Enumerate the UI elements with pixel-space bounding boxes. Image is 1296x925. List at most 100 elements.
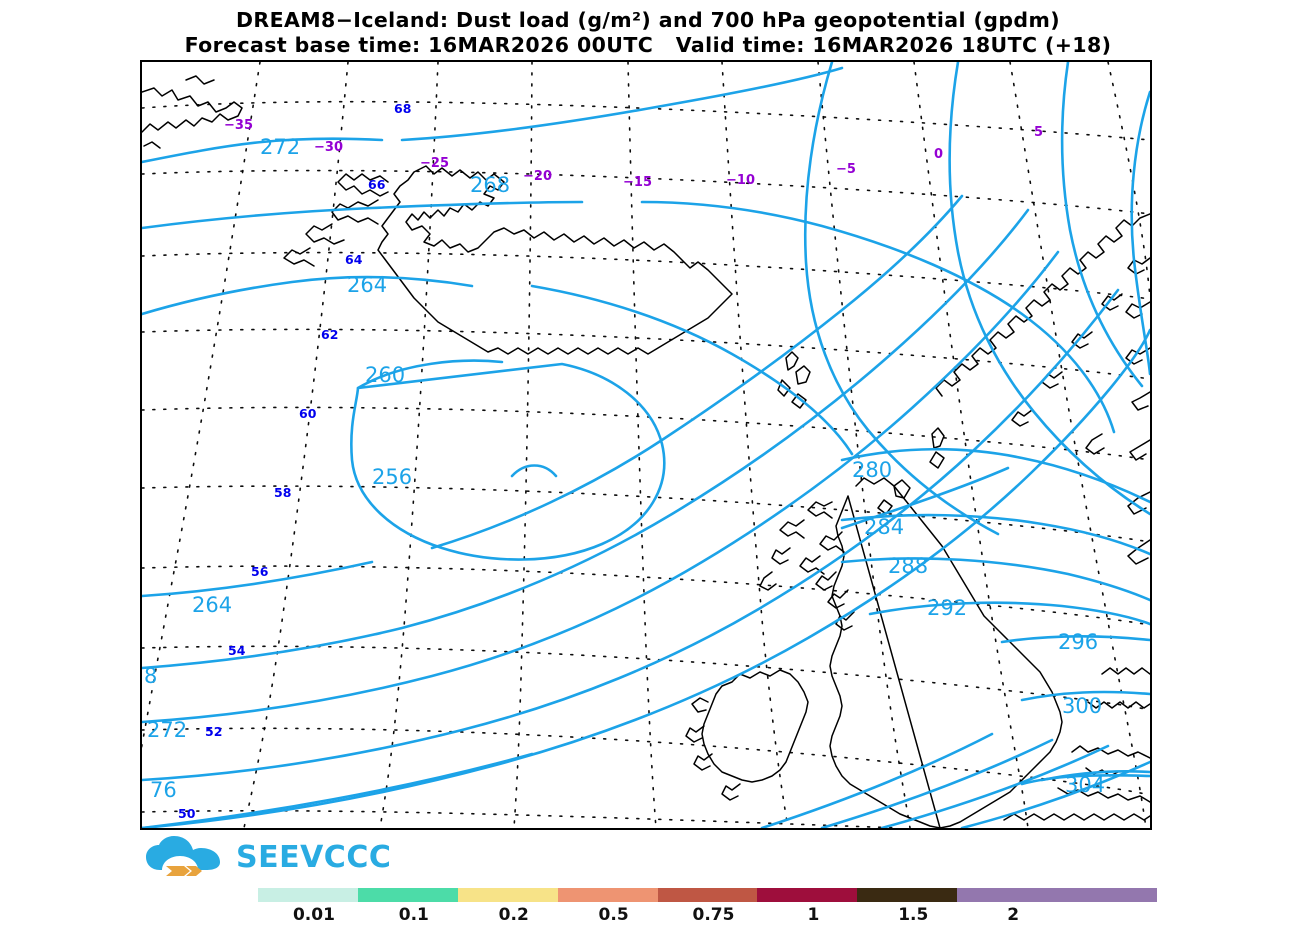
contour-ne-1 [803, 62, 1000, 536]
logo-text: SEEVCCC [236, 839, 392, 875]
seevccc-logo: SEEVCCC [146, 836, 391, 878]
arrow-icon-second [186, 866, 202, 876]
colorbar-segment [1057, 888, 1158, 902]
lat-label: 64 [345, 252, 363, 267]
colorbar-tick-label: 0.01 [292, 905, 335, 925]
lon-label: 5 [1034, 125, 1044, 140]
contour-label: 76 [150, 778, 177, 802]
colorbar-segment [657, 888, 758, 902]
page-title: DREAM8−Iceland: Dust load (g/m²) and 700… [235, 8, 1060, 32]
contour-label: 272 [260, 135, 301, 159]
colorbar-gradient [258, 888, 1158, 902]
geopotential-contours [142, 62, 1150, 828]
contour-label: 292 [927, 596, 968, 620]
colorbar-segment [957, 888, 1058, 902]
colorbar-segment [857, 888, 958, 902]
contour-256 [510, 464, 558, 478]
colorbar-segment [258, 888, 358, 902]
graticule-latitudes [142, 100, 1150, 828]
contour-272-north [142, 137, 384, 164]
contour-label: 284 [864, 515, 905, 539]
lat-label: 66 [368, 177, 386, 192]
contour-ne-2 [948, 62, 1150, 516]
lat-label: 60 [299, 406, 317, 421]
contour-292 [820, 738, 1054, 828]
colorbar-tick-label: 0.2 [498, 905, 529, 925]
map-graphics [142, 62, 1150, 828]
contour-280-uk [840, 447, 1150, 504]
colorbar-segment [457, 888, 558, 902]
contour-label: 280 [852, 458, 893, 482]
colorbar-tick-label: 0.1 [398, 905, 429, 925]
coastline-iceland [377, 165, 733, 355]
contour-label: 256 [372, 465, 413, 489]
colorbar-segment [757, 888, 858, 902]
contour-260 [356, 359, 504, 390]
contour-284 [142, 752, 534, 828]
contour-304b [1020, 773, 1150, 786]
contour-268 [142, 200, 584, 230]
map-panel: −35 −30 −25 −20 −15 −10 −5 0 5 68 66 64 62 60 58 56 54 5… [140, 60, 1152, 830]
contour-label: 264 [347, 273, 388, 297]
contour-label: 260 [365, 363, 406, 387]
lat-label: 62 [321, 327, 339, 342]
lat-label: 54 [228, 643, 246, 658]
colorbar-tick-label: 2 [1007, 905, 1020, 925]
lon-label: −10 [726, 173, 755, 188]
coastline-norway [935, 213, 1150, 397]
lon-label: −25 [420, 156, 449, 171]
contour-268-south [142, 208, 1030, 670]
lon-label: −15 [623, 175, 652, 190]
contour-label: 268 [470, 173, 511, 197]
coastline-denmark [1101, 667, 1150, 675]
lon-label: −20 [523, 169, 552, 184]
coastline-shetland [931, 427, 945, 449]
arrow-icon [166, 866, 190, 876]
lon-label: −35 [224, 118, 253, 133]
lon-label: −5 [836, 162, 856, 177]
colorbar-tick-label: 1.5 [898, 905, 929, 925]
contour-276 [142, 288, 1120, 782]
graticule-longitudes [142, 62, 1150, 828]
lon-label: 0 [934, 147, 944, 162]
contour-label: 272 [147, 718, 188, 742]
lat-label: 56 [251, 564, 269, 579]
contour-label: 288 [888, 554, 929, 578]
chart-title-block: DREAM8−Iceland: Dust load (g/m²) and 700… [0, 8, 1296, 58]
contour-272-south [142, 250, 1060, 724]
colorbar: 0.01 0.1 0.2 0.5 0.75 1 1.5 2 [258, 888, 1158, 925]
contour-288 [760, 732, 994, 828]
colorbar-tick-label: 0.5 [598, 905, 629, 925]
lat-label: 50 [178, 806, 196, 821]
colorbar-tick-label: 0.75 [692, 905, 735, 925]
cloud-icon [146, 836, 232, 878]
contour-296 [880, 744, 1110, 828]
lat-label: 52 [205, 724, 223, 739]
contour-label: 264 [192, 593, 233, 617]
contour-264-south [142, 560, 374, 598]
colorbar-segment [557, 888, 658, 902]
coastline-greenland [142, 87, 243, 133]
coastline-orkney [893, 479, 911, 499]
contour-280 [142, 328, 1150, 828]
coastline-faroes [785, 351, 799, 371]
contour-label: 304 [1065, 773, 1106, 797]
coastline-ireland [701, 669, 809, 783]
lat-label: 58 [274, 485, 292, 500]
colorbar-ticklabels: 0.01 0.1 0.2 0.5 0.75 1 1.5 2 [258, 902, 1157, 925]
forecast-time-subtitle: Forecast base time: 16MAR2026 00UTC Vali… [184, 33, 1112, 57]
lat-label: 68 [394, 101, 412, 116]
contour-label: 300 [1062, 694, 1103, 718]
contour-ne-4 [1130, 90, 1150, 376]
cloud-shape [146, 836, 220, 870]
contour-ne-3 [1060, 62, 1144, 388]
coastlines [142, 75, 1150, 828]
lon-label: −30 [314, 140, 343, 155]
coastline-continent [1003, 813, 1150, 821]
colorbar-tick-label: 1 [807, 905, 820, 925]
contour-label: 296 [1058, 630, 1099, 654]
contour-label: 8 [144, 664, 158, 688]
colorbar-segment [357, 888, 458, 902]
contour-264-north [142, 275, 474, 316]
